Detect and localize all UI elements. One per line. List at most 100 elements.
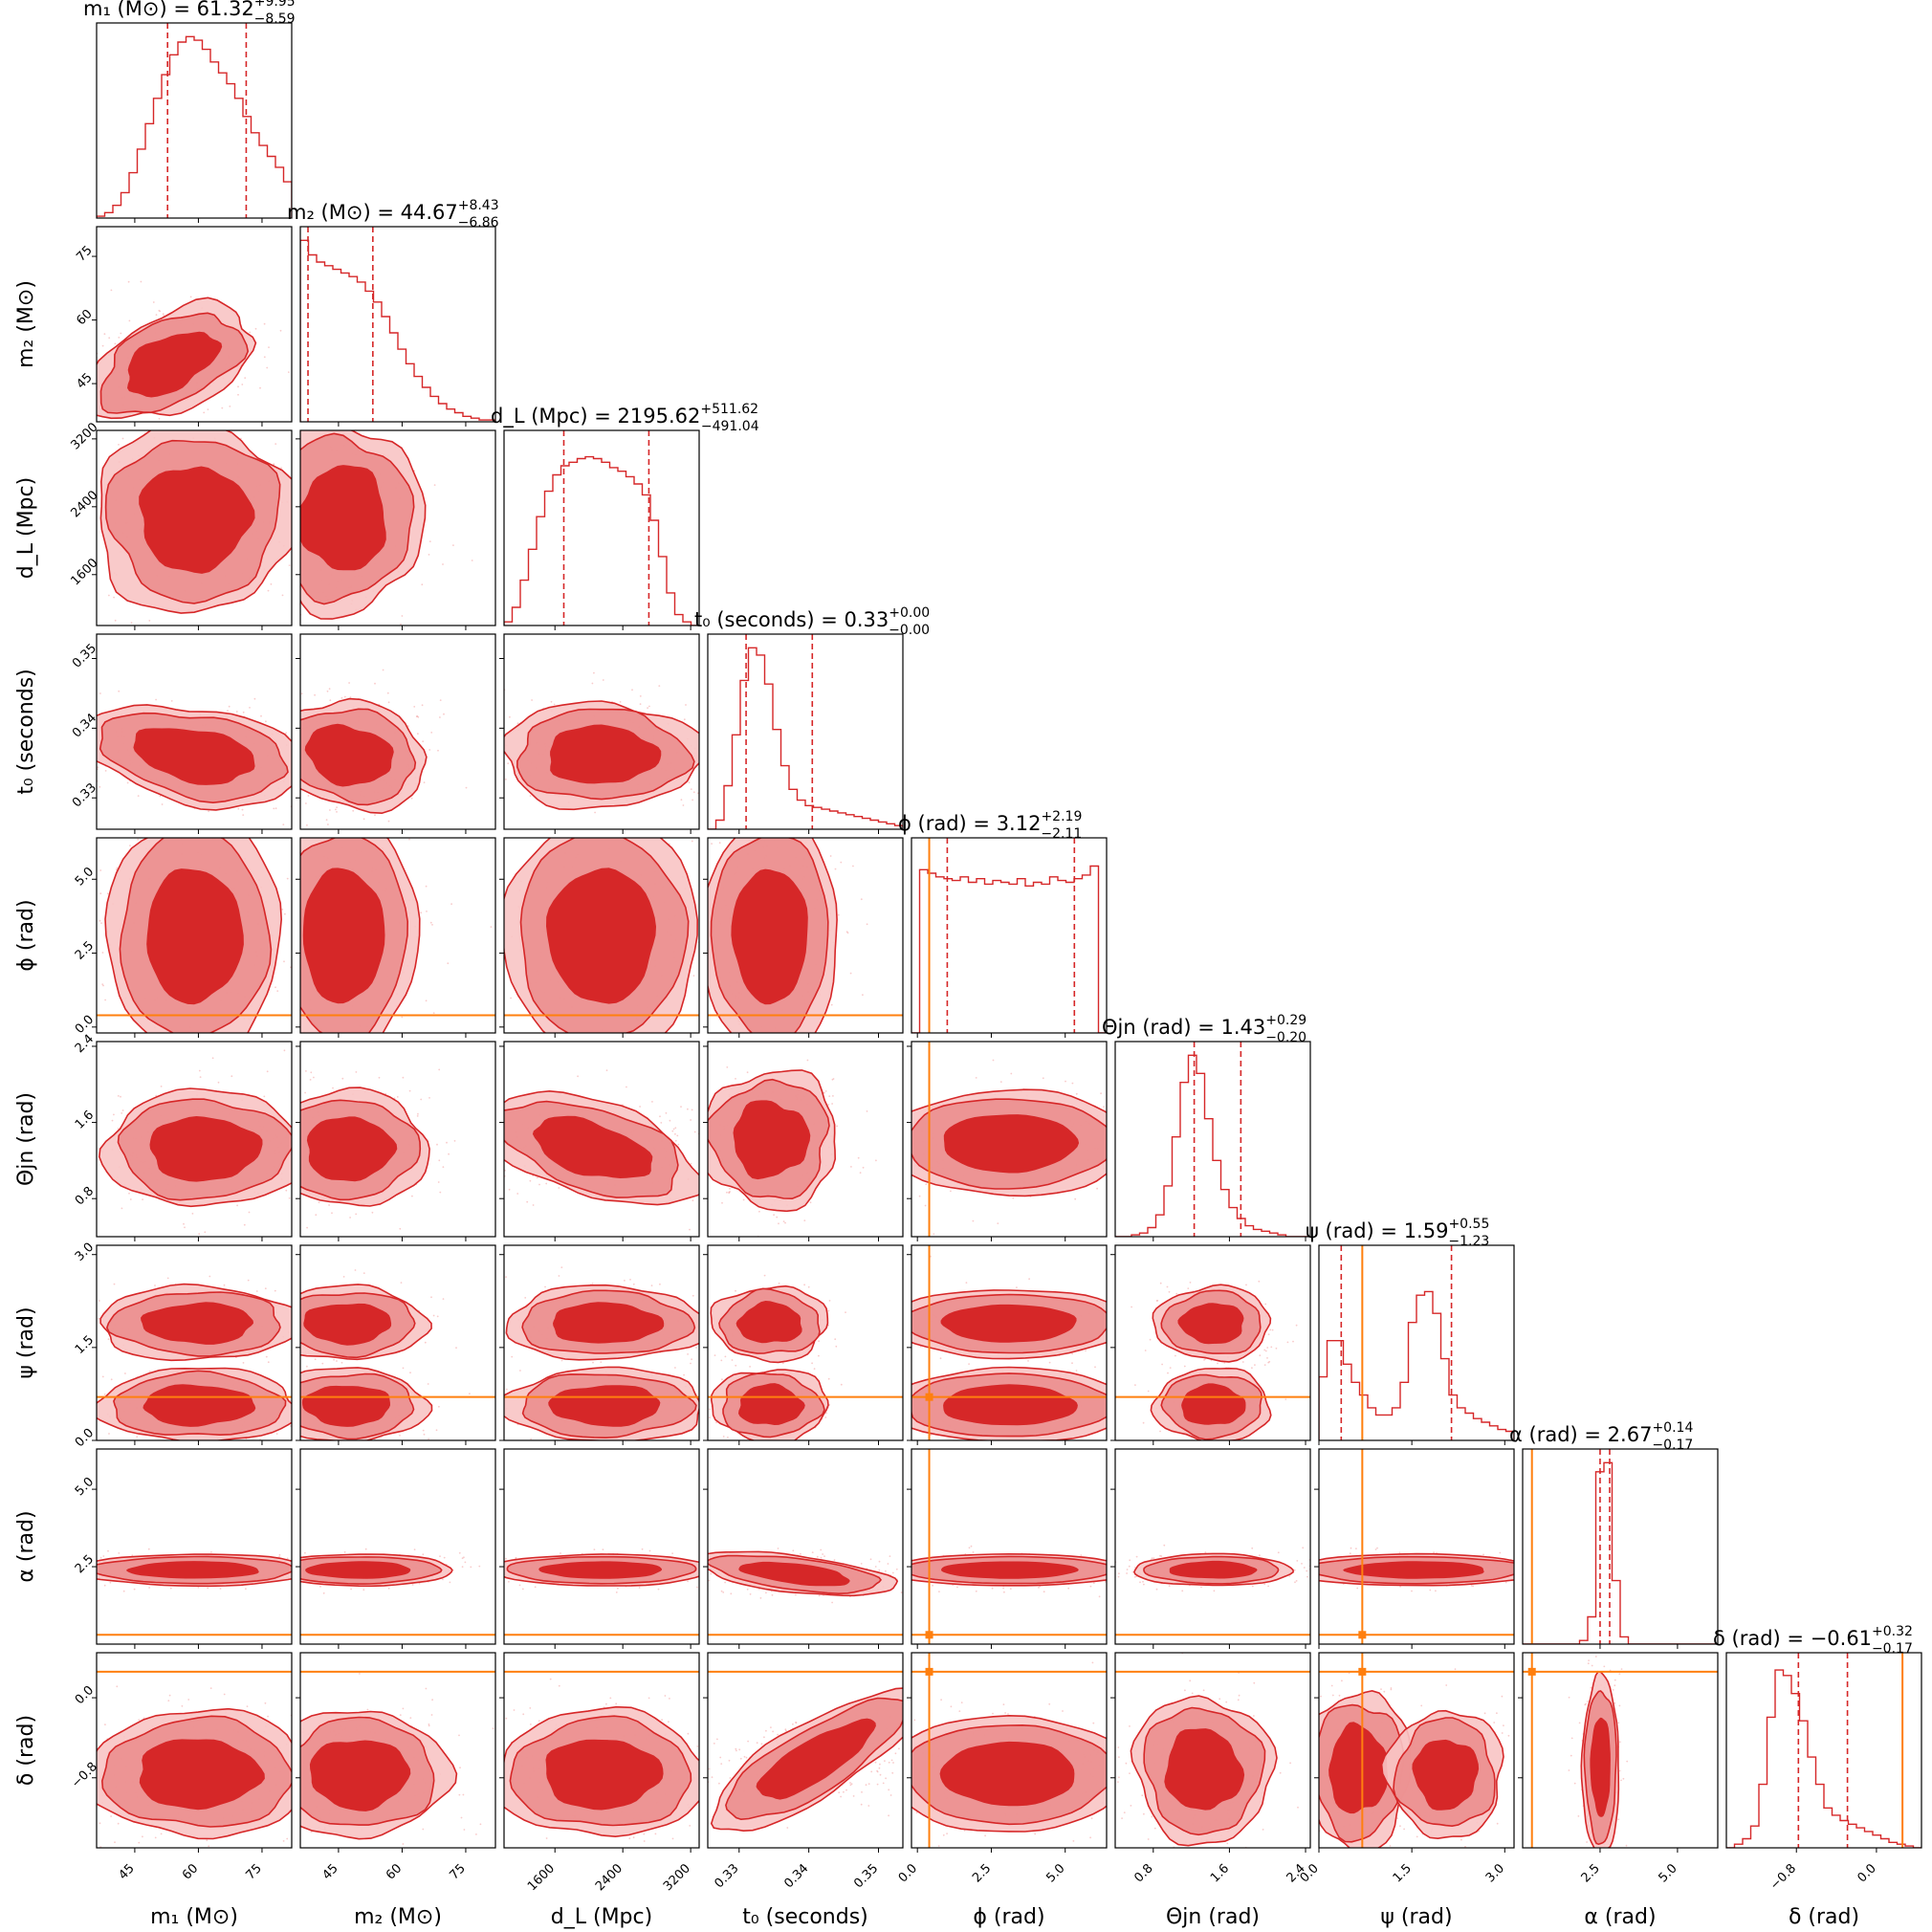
sample-point bbox=[526, 1200, 529, 1203]
sample-point bbox=[837, 913, 840, 916]
sample-point bbox=[263, 1095, 266, 1098]
sample-point bbox=[624, 1280, 626, 1282]
sample-point bbox=[1217, 1362, 1218, 1365]
sample-point bbox=[265, 1355, 268, 1358]
sample-point bbox=[116, 867, 119, 869]
panel-frame bbox=[1114, 1041, 1311, 1238]
sample-point bbox=[1074, 1197, 1077, 1200]
sample-point bbox=[1271, 1328, 1274, 1331]
sample-point bbox=[155, 698, 158, 701]
sample-point bbox=[553, 703, 556, 706]
sample-point bbox=[672, 1128, 675, 1131]
sample-point bbox=[1075, 1092, 1078, 1095]
sample-point bbox=[423, 1433, 426, 1436]
sample-point bbox=[100, 922, 102, 924]
sample-point bbox=[259, 386, 261, 389]
sample-point bbox=[270, 582, 273, 585]
sample-point bbox=[1100, 1092, 1102, 1095]
sample-point bbox=[859, 1172, 862, 1175]
sample-point bbox=[519, 1370, 521, 1372]
sample-point bbox=[866, 923, 868, 926]
sample-point bbox=[101, 344, 104, 347]
sample-point bbox=[1075, 1370, 1078, 1372]
sample-point bbox=[108, 1433, 110, 1435]
panel-content bbox=[1115, 1042, 1310, 1237]
sample-point bbox=[692, 791, 695, 794]
sample-point bbox=[469, 1393, 471, 1395]
sample-point bbox=[286, 877, 289, 880]
title-text: d_L (Mpc) = 2195.62 bbox=[491, 405, 700, 428]
sample-point bbox=[1048, 1361, 1051, 1364]
sample-point bbox=[690, 1362, 692, 1365]
sample-point bbox=[1065, 1080, 1066, 1083]
sample-point bbox=[972, 1219, 975, 1222]
sample-point bbox=[106, 892, 109, 895]
sample-point bbox=[544, 1285, 546, 1288]
sample-point bbox=[658, 685, 661, 687]
sample-point bbox=[336, 811, 338, 813]
sample-point bbox=[860, 898, 863, 901]
sample-point bbox=[965, 1282, 968, 1284]
panel-content bbox=[504, 838, 699, 1033]
panel-dL-vs-m2 bbox=[296, 429, 496, 630]
sample-point bbox=[939, 1357, 942, 1360]
sample-point bbox=[471, 560, 473, 561]
panel-frame bbox=[911, 837, 1108, 1034]
sample-point bbox=[329, 809, 331, 811]
sample-point bbox=[431, 924, 433, 926]
sample-point bbox=[674, 1127, 677, 1130]
sample-point bbox=[651, 1101, 653, 1103]
sample-point bbox=[274, 1289, 276, 1292]
sample-point bbox=[442, 1166, 445, 1169]
sample-point bbox=[602, 679, 604, 681]
sample-point bbox=[619, 701, 622, 703]
panel-content bbox=[97, 838, 292, 1033]
contour-0-2 bbox=[940, 1304, 1077, 1343]
sample-point bbox=[309, 1079, 312, 1081]
sample-point bbox=[265, 720, 267, 723]
sample-point bbox=[1275, 1347, 1278, 1350]
sample-point bbox=[428, 1438, 429, 1440]
sample-point bbox=[401, 615, 404, 617]
sample-point bbox=[680, 1106, 682, 1108]
sample-point bbox=[279, 329, 282, 332]
sample-point bbox=[1147, 1390, 1150, 1393]
sample-point bbox=[340, 696, 343, 699]
sample-point bbox=[742, 1198, 745, 1201]
sample-point bbox=[101, 952, 104, 954]
sample-point bbox=[362, 818, 365, 821]
sample-point bbox=[1266, 1347, 1269, 1349]
sample-point bbox=[784, 1221, 786, 1224]
panel-m2-vs-m2 bbox=[299, 226, 496, 427]
sample-point bbox=[160, 1086, 163, 1087]
panel-content bbox=[300, 669, 468, 826]
y-tick-label-t0: 0.34 bbox=[70, 711, 99, 740]
sample-point bbox=[166, 1277, 169, 1280]
contour-0-2 bbox=[141, 1302, 253, 1345]
panel-content bbox=[99, 430, 292, 625]
sample-point bbox=[558, 1275, 560, 1277]
sample-point bbox=[442, 1298, 445, 1300]
sample-point bbox=[417, 733, 419, 735]
sample-point bbox=[396, 1096, 399, 1098]
sample-point bbox=[162, 313, 165, 316]
title-minus: −0.00 bbox=[889, 623, 930, 638]
sample-point bbox=[452, 544, 454, 546]
panel-m2-vs-m1 bbox=[92, 226, 293, 427]
sample-point bbox=[696, 792, 699, 795]
sample-point bbox=[101, 1375, 104, 1378]
sample-point bbox=[728, 1191, 731, 1194]
panel-content bbox=[708, 838, 903, 1033]
sample-point bbox=[152, 301, 155, 303]
sample-point bbox=[102, 984, 104, 987]
sample-point bbox=[387, 820, 390, 823]
sample-point bbox=[402, 1367, 405, 1370]
sample-point bbox=[749, 1366, 751, 1368]
sample-point bbox=[336, 1360, 338, 1362]
sample-point bbox=[422, 740, 425, 743]
sample-point bbox=[446, 1141, 448, 1144]
sample-point bbox=[342, 1276, 345, 1278]
sample-point bbox=[439, 699, 442, 701]
sample-point bbox=[776, 1216, 779, 1218]
sample-point bbox=[506, 1388, 508, 1391]
